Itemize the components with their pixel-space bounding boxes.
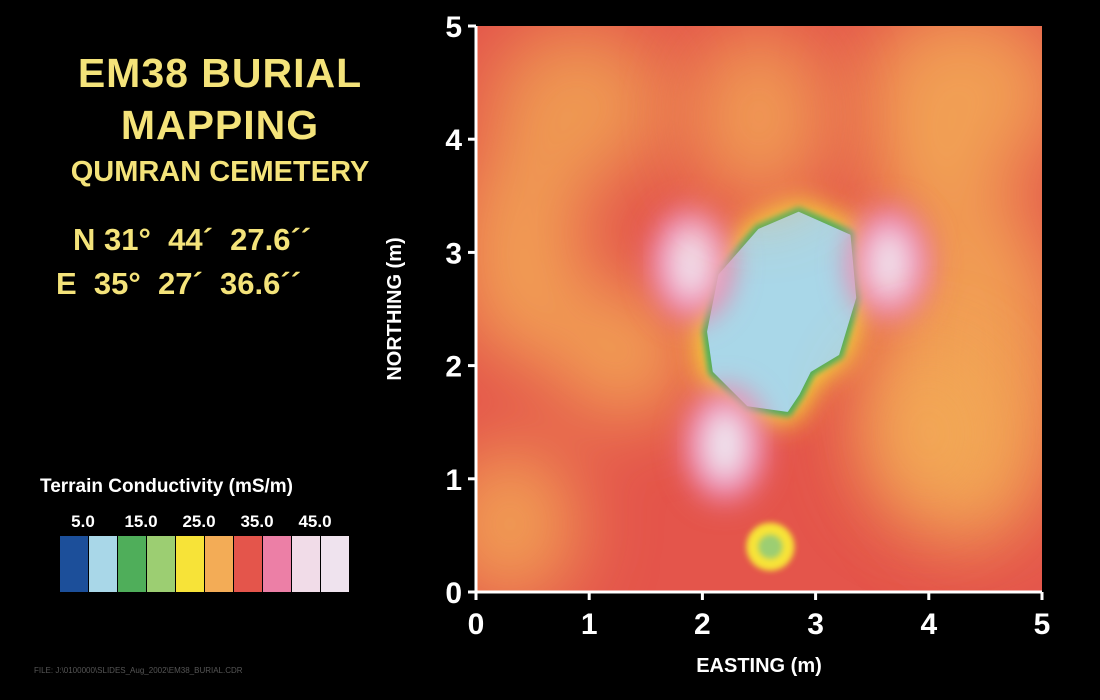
legend-tick-label: 35.0 <box>240 512 274 531</box>
file-note: FILE: J:\0100000\SLIDES_Aug_2002\EM38_BU… <box>34 666 243 675</box>
x-tick-label: 5 <box>1034 608 1051 641</box>
legend-swatch <box>89 536 117 592</box>
small-low-anomaly <box>758 534 783 559</box>
legend-swatch <box>321 536 349 592</box>
y-tick-label: 3 <box>445 237 462 270</box>
x-tick-label: 1 <box>581 608 598 641</box>
heatmap-patch <box>476 445 578 592</box>
y-tick-label: 4 <box>445 124 462 157</box>
heatmap-patch <box>872 127 963 219</box>
y-tick-label: 2 <box>445 351 462 384</box>
legend-swatch <box>263 536 291 592</box>
y-axis-label: NORTHING (m) <box>384 237 406 380</box>
legend-swatch <box>118 536 146 592</box>
title-line-1: EM38 BURIAL <box>77 50 363 96</box>
moderate-anomaly <box>689 26 829 207</box>
coordinate-north: N 31° 44´ 27.6´´ <box>73 222 312 257</box>
y-tick-label: 5 <box>445 11 462 44</box>
high-conductivity-anomaly <box>865 225 914 302</box>
heatmap-patch <box>487 26 669 185</box>
legend-tick-label: 25.0 <box>182 512 216 531</box>
legend-tick-label: 5.0 <box>71 512 95 531</box>
heatmap-features <box>649 26 999 571</box>
high-conductivity-anomaly <box>701 406 750 483</box>
x-tick-label: 0 <box>468 608 485 641</box>
title-line-2: MAPPING <box>120 102 320 148</box>
legend-title: Terrain Conductivity (mS/m) <box>40 476 294 497</box>
y-tick-label: 0 <box>445 577 462 610</box>
legend-swatch <box>234 536 262 592</box>
y-tick-label: 1 <box>445 464 462 497</box>
high-conductivity-anomaly <box>667 225 716 302</box>
legend-swatch <box>205 536 233 592</box>
heatmap-surface <box>476 26 1042 592</box>
heatmap-patch <box>555 286 691 423</box>
x-tick-label: 3 <box>807 608 824 641</box>
legend-swatch <box>176 536 204 592</box>
legend-swatch <box>60 536 88 592</box>
x-tick-label: 4 <box>920 608 937 641</box>
x-tick-label: 2 <box>694 608 711 641</box>
coordinate-east: E 35° 27´ 36.6´´ <box>56 266 302 301</box>
legend-swatch <box>147 536 175 592</box>
legend-swatch <box>292 536 320 592</box>
legend-tick-label: 45.0 <box>298 512 332 531</box>
x-axis-label: EASTING (m) <box>696 655 822 677</box>
axes: 0 1 2 3 4 5 0 1 2 3 4 5 <box>445 11 1050 641</box>
heatmap-patch <box>476 139 584 366</box>
moderate-anomaly <box>858 343 999 524</box>
subtitle: QUMRAN CEMETERY <box>70 156 370 188</box>
legend-tick-label: 15.0 <box>124 512 158 531</box>
